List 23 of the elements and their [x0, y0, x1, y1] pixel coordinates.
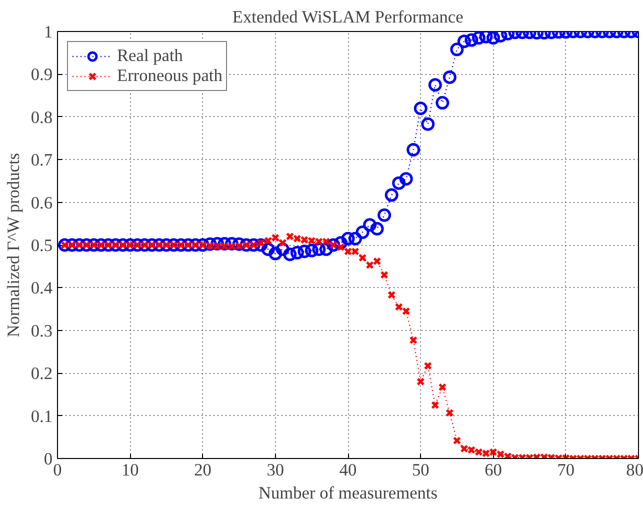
y-tick-label: 0.6 — [30, 193, 53, 212]
y-axis-title: Normalized Γ^W products — [4, 152, 23, 338]
x-tick-label: 40 — [339, 460, 357, 480]
y-tick-label: 0.3 — [30, 321, 53, 340]
x-tick-label: 70 — [557, 460, 575, 480]
y-tick-label: 0.2 — [30, 364, 53, 384]
x-tick-label: 30 — [266, 460, 284, 480]
y-tick-label: 0.1 — [30, 406, 53, 426]
y-tick-label: 0.9 — [30, 65, 53, 84]
chart-title: Extended WiSLAM Performance — [232, 8, 464, 26]
y-tick-label: 1 — [44, 22, 53, 42]
x-tick-label: 80 — [626, 460, 643, 480]
x-tick-label: 20 — [194, 460, 212, 480]
legend-label: Real path — [117, 46, 183, 66]
x-tick-label: 50 — [412, 460, 430, 480]
x-tick-label: 10 — [121, 460, 139, 480]
legend-label: Erroneous path — [117, 66, 222, 86]
y-tick-label: 0.5 — [30, 236, 53, 255]
y-tick-label: 0.8 — [30, 108, 53, 127]
y-tick-label: 0.7 — [30, 150, 53, 170]
x-axis-title: Number of measurements — [258, 484, 438, 502]
x-tick-label: 60 — [484, 460, 502, 480]
y-tick-label: 0.4 — [30, 278, 53, 298]
